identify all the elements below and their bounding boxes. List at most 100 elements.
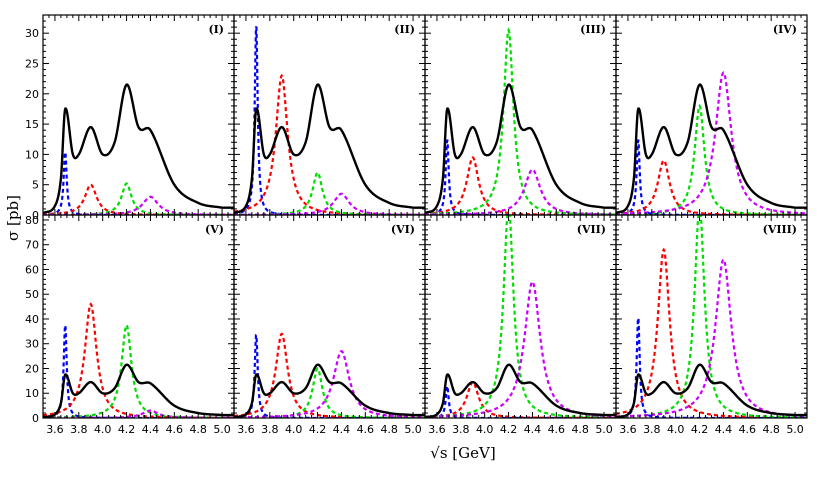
x-tick-label: 3.6 [237,423,255,436]
resonance-curve-3 [616,215,807,418]
panel-label: (VII) [577,223,606,236]
x-tick-label: 4.6 [166,423,184,436]
total-curve [43,363,234,418]
x-tick-label: 3.8 [643,423,661,436]
panel-label: (V) [205,223,224,236]
resonance-curve-3 [43,323,234,418]
y-tick-label: 30 [25,338,39,351]
x-tick-label: 4.8 [189,423,207,436]
panel-label: (VI) [391,223,415,236]
resonance-curve-3 [425,27,616,215]
y-tick-label: 25 [25,57,39,70]
panel-frame [42,14,235,216]
panel-frame [424,14,617,216]
panel-curves [43,83,234,215]
panel-7: 3.6 3.8 4.0 4.2 4.4 4.6 4.8 5.0 (VII) [424,214,617,436]
y-tick-label: 20 [25,88,39,101]
resonance-curve-4 [425,168,616,215]
panel-curves [234,26,425,215]
x-tick-label: 4.2 [309,423,327,436]
panel-4: (IV) [615,14,808,216]
y-tick-label: 60 [25,263,39,276]
y-tick-label: 70 [25,239,39,252]
panel-curves [616,71,807,215]
x-tick-label: 4.4 [333,423,351,436]
panel-curves [616,215,807,418]
y-tick-label: 0 [32,412,39,425]
x-tick-label: 5.0 [404,423,422,436]
y-tick-label: 20 [25,362,39,375]
x-tick-label: 4.4 [715,423,733,436]
x-tick-label: 4.8 [571,423,589,436]
resonance-curve-4 [616,71,807,215]
x-tick-label: 4.6 [357,423,375,436]
panel-6: 3.6 3.8 4.0 4.2 4.4 4.6 4.8 5.0 (VI) [233,214,426,436]
total-curve [43,83,234,215]
x-tick-label: 4.0 [285,423,303,436]
x-tick-label: 4.6 [739,423,757,436]
panel-2: (II) [233,14,426,216]
panel-frame [233,14,426,216]
resonance-curve-2 [234,332,425,418]
y-tick-label: 5 [32,179,39,192]
resonance-curve-4 [425,280,616,418]
total-curve [616,83,807,215]
x-tick-label: 4.2 [500,423,518,436]
x-tick-label: 3.6 [428,423,446,436]
panel-label: (II) [394,23,415,36]
y-tick-label: 50 [25,288,39,301]
x-tick-label: 4.8 [380,423,398,436]
panel-label: (III) [580,23,606,36]
x-tick-label: 4.4 [142,423,160,436]
x-tick-label: 4.6 [548,423,566,436]
panel-label: (I) [208,23,224,36]
y-tick-label: 40 [25,313,39,326]
x-tick-label: 5.0 [786,423,804,436]
total-curve [234,83,425,215]
panel-curves [425,215,616,418]
y-axis-title: σ [pb] [4,195,22,241]
resonance-curve-2 [616,159,807,215]
x-tick-label: 4.2 [118,423,136,436]
x-tick-label: 3.8 [452,423,470,436]
panel-label: (VIII) [763,223,797,236]
resonance-curve-2 [43,302,234,418]
x-tick-label: 3.6 [46,423,64,436]
x-tick-label: 3.6 [619,423,637,436]
resonance-curve-1 [234,334,425,418]
panel-3: (III) [424,14,617,216]
panel-frame [615,14,808,216]
x-tick-label: 3.8 [70,423,88,436]
y-tick-label: 15 [25,118,39,131]
x-tick-label: 4.0 [94,423,112,436]
y-tick-label: 10 [25,148,39,161]
y-tick-label: 30 [25,27,39,40]
panel-label: (IV) [773,23,797,36]
x-tick-label: 3.8 [261,423,279,436]
y-tick-label: 0 [32,209,39,222]
y-tick-label: 10 [25,387,39,400]
panel-curves [425,27,616,215]
x-tick-label: 4.8 [762,423,780,436]
x-axis-title: √s [GeV] [430,444,495,462]
resonance-curve-2 [43,183,234,215]
panel-grid: 0 5 10 15 20 25 30 (I) (II) (III) (IV) 0 10 20 30 40 50 6… [25,14,808,436]
resonance-curve-1 [616,317,807,418]
panel-5: 0 10 20 30 40 50 60 70 80 3.6 3.8 4.0 4.2 4.4 4.6 4.8 5.… [25,214,235,436]
x-tick-label: 4.4 [524,423,542,436]
x-tick-label: 4.0 [667,423,685,436]
resonance-curve-3 [425,215,616,418]
resonance-curve-3 [234,171,425,215]
x-tick-label: 5.0 [595,423,613,436]
panel-curves [43,302,234,418]
panel-curves [234,332,425,418]
total-curve [234,363,425,418]
panel-1: 0 5 10 15 20 25 30 (I) [25,14,235,222]
total-curve [425,363,616,418]
y-tick-label: 80 [25,214,39,227]
x-tick-label: 4.0 [476,423,494,436]
total-curve [425,83,616,215]
total-curve [616,363,807,418]
resonance-curve-1 [234,26,425,215]
